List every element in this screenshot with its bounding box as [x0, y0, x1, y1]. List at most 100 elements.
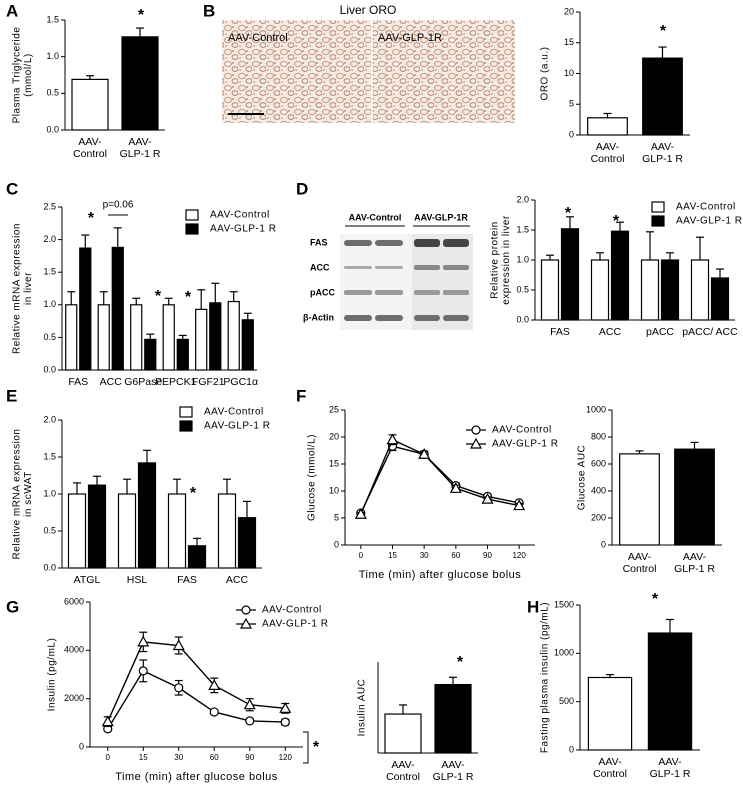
- marker: [449, 482, 462, 493]
- y-tick-label: 0.0: [43, 364, 56, 374]
- error-bar: [696, 236, 704, 260]
- error-bar: [113, 227, 122, 248]
- legend-label: AAV-Control: [676, 202, 736, 213]
- panel-label: B: [203, 1, 215, 20]
- x-tick-label: 120: [512, 551, 526, 560]
- chart: Insulin AUC AAV-Control AAV-GLP-1 R *: [357, 654, 478, 783]
- x-tick-label: 120: [279, 753, 293, 762]
- x-tick-label: ACC: [599, 326, 622, 338]
- x-tick-label: FAS: [177, 574, 197, 586]
- annotation: *: [138, 7, 145, 24]
- error-bar: [136, 27, 144, 37]
- annotation: *: [652, 591, 659, 608]
- bar: [540, 259, 560, 321]
- error-bar: [596, 252, 604, 260]
- bar: [121, 36, 159, 131]
- y-axis-label: Plasma Triglyceride(mmol/L): [11, 27, 34, 124]
- legend-label: AAV-GLP-1 R: [262, 619, 328, 630]
- y-tick-label: 1.0: [46, 51, 59, 61]
- error-bar: [211, 282, 220, 303]
- x-tick-label: FAS: [550, 326, 570, 338]
- x-axis-label: Time (min) after glucose bolus: [359, 569, 522, 581]
- marker: [241, 605, 251, 615]
- error-bar: [132, 297, 141, 305]
- bar: [660, 259, 680, 321]
- annotation: *: [313, 739, 320, 756]
- x-tick-label: AAV-Control: [591, 141, 625, 165]
- y-tick-label: 1.0: [43, 488, 56, 498]
- x-tick-label: 90: [245, 753, 254, 762]
- y-tick-label: 500: [559, 696, 574, 706]
- y-axis-label: Relative mRNA expressionin scWAT: [11, 429, 34, 560]
- image-title: Liver ORO: [340, 3, 397, 17]
- y-tick-label: 1.5: [43, 267, 56, 277]
- y-tick-label: 0: [569, 744, 574, 754]
- bar: [237, 517, 257, 569]
- y-tick-label: 5: [334, 512, 339, 522]
- bands: [344, 239, 469, 321]
- bar: [690, 259, 710, 321]
- image-label: AAV-GLP-1R: [378, 32, 442, 44]
- x-tick-label: 30: [174, 753, 183, 762]
- x-tick-label: AAV-GLP-1 R: [650, 756, 691, 780]
- error-bar: [243, 500, 251, 518]
- error-bar: [690, 441, 699, 450]
- bar: [434, 683, 472, 754]
- y-tick-label: 10: [564, 68, 574, 78]
- annotation: *: [660, 23, 667, 40]
- bar: [195, 308, 208, 371]
- y-tick-label: 2.5: [43, 201, 56, 211]
- y-tick-label: 400: [591, 485, 606, 495]
- error-bar: [67, 291, 76, 305]
- y-tick-label: 1.5: [43, 451, 56, 461]
- marker: [101, 715, 114, 727]
- bar: [187, 545, 207, 569]
- y-axis-label: Insulin AUC: [357, 679, 368, 737]
- marker: [209, 707, 219, 717]
- annotation: p=0.06: [103, 200, 134, 211]
- marker: [245, 716, 255, 726]
- x-tick-label: AAV-GLP-1 R: [642, 141, 683, 165]
- marker: [354, 507, 367, 519]
- y-tick-label: 25: [329, 404, 339, 414]
- marker: [469, 437, 483, 449]
- annotation: *: [155, 288, 162, 305]
- y-tick-label: 800: [591, 431, 606, 441]
- annotation: *: [88, 210, 95, 227]
- marker: [279, 702, 292, 713]
- y-tick-label: 2.0: [43, 414, 56, 424]
- marker: [243, 698, 256, 710]
- panel-label: E: [6, 386, 17, 405]
- y-tick-label: 6000: [64, 596, 84, 606]
- x-tick-label: HSL: [127, 574, 148, 586]
- bar: [619, 453, 660, 546]
- chart: 0.0 0.5 1.0 1.5 Plasma Triglyceride(mmol/L) A…: [11, 7, 165, 160]
- error-bar: [93, 475, 101, 486]
- bar: [384, 713, 422, 754]
- chart: 0 200 400 600 800 1000 Glucose AUC AAV-Control A…: [577, 404, 722, 575]
- x-tick-label: FAS: [68, 376, 88, 388]
- y-tick-label: 0.5: [46, 88, 59, 98]
- panel-label: C: [6, 179, 18, 198]
- chart: 0.0 0.5 1.0 1.5 2.0 Relative proteinexpressio…: [489, 194, 742, 338]
- error-bar: [173, 478, 181, 494]
- marker: [172, 639, 185, 651]
- image-label: AAV-Control: [228, 32, 288, 44]
- blot-row: β-Actin: [303, 312, 334, 322]
- legend-label: AAV-GLP-1 R: [204, 421, 270, 432]
- legend-swatch: [651, 215, 665, 227]
- y-tick-label: 200: [591, 512, 606, 522]
- blot-row: FAS: [310, 237, 328, 247]
- x-tick-label: PGC1α: [223, 376, 258, 388]
- marker: [386, 433, 399, 445]
- error-bar: [178, 334, 187, 340]
- bar: [130, 304, 143, 371]
- y-tick-label: 1.5: [46, 14, 59, 24]
- y-tick-label: 0.0: [43, 562, 56, 572]
- legend-label: AAV-Control: [210, 210, 270, 221]
- legend-label: AAV-GLP-1 R: [210, 224, 276, 235]
- error-bar: [716, 268, 724, 278]
- x-axis-label: Time (min) after glucose bolus: [115, 771, 278, 783]
- bar: [587, 117, 628, 136]
